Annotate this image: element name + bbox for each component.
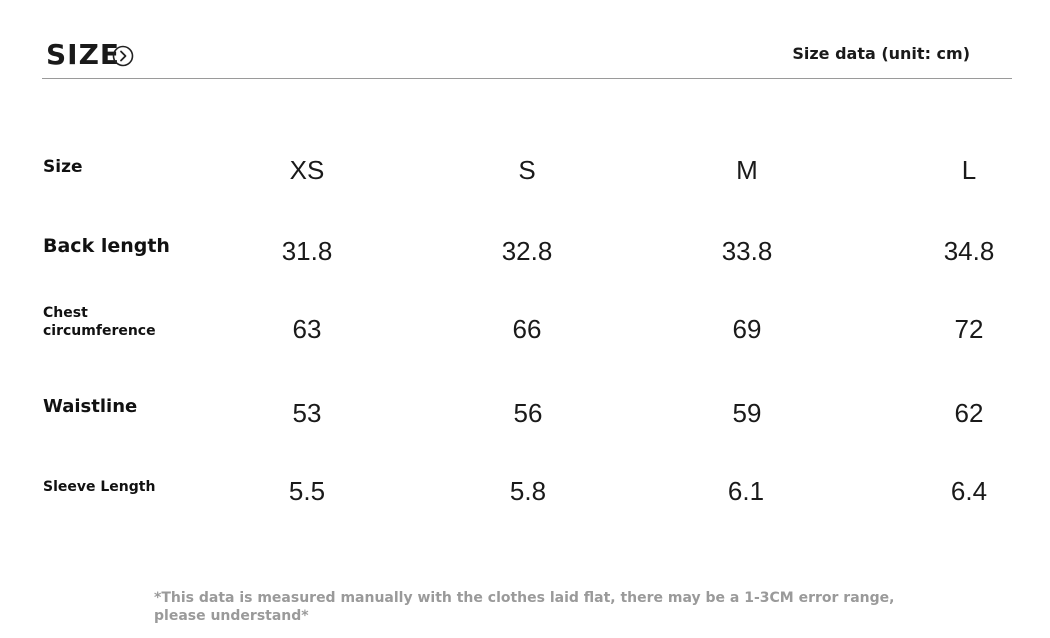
cell-size-xs: XS	[289, 155, 325, 185]
cell-chest-l: 72	[954, 314, 984, 344]
row-label-back-length: Back length	[43, 235, 170, 257]
cell-sleeve-s: 5.8	[509, 476, 547, 506]
cell-back-length-l: 34.8	[943, 236, 995, 266]
row-label-sleeve-length: Sleeve Length	[43, 479, 156, 495]
cell-chest-xs: 63	[292, 314, 322, 344]
cell-size-l: L	[961, 155, 977, 185]
row-label-chest-circumference: Chest circumference	[43, 304, 156, 340]
cell-chest-m: 69	[732, 314, 762, 344]
cell-waistline-s: 56	[513, 398, 543, 428]
cell-back-length-xs: 31.8	[281, 236, 333, 266]
size-header: SIZE Size data (unit: cm)	[42, 36, 1012, 79]
cell-back-length-s: 32.8	[501, 236, 553, 266]
cell-waistline-m: 59	[732, 398, 762, 428]
cell-size-s: S	[518, 155, 536, 185]
row-label-chest-line-1: Chest	[43, 305, 88, 321]
cell-waistline-l: 62	[954, 398, 984, 428]
row-label-size: Size	[43, 157, 83, 177]
row-label-chest-line-2: circumference	[43, 323, 156, 339]
chevron-right-circle-icon	[112, 45, 134, 67]
cell-sleeve-m: 6.1	[727, 476, 765, 506]
measurement-footnote: *This data is measured manually with the…	[154, 590, 895, 624]
cell-back-length-m: 33.8	[721, 236, 773, 266]
cell-waistline-xs: 53	[292, 398, 322, 428]
cell-sleeve-l: 6.4	[950, 476, 988, 506]
cell-chest-s: 66	[512, 314, 542, 344]
unit-note: Size data (unit: cm)	[792, 44, 970, 63]
cell-size-m: M	[736, 155, 758, 185]
cell-sleeve-xs: 5.5	[288, 476, 326, 506]
page-title: SIZE	[46, 38, 121, 71]
row-label-waistline: Waistline	[43, 396, 138, 417]
